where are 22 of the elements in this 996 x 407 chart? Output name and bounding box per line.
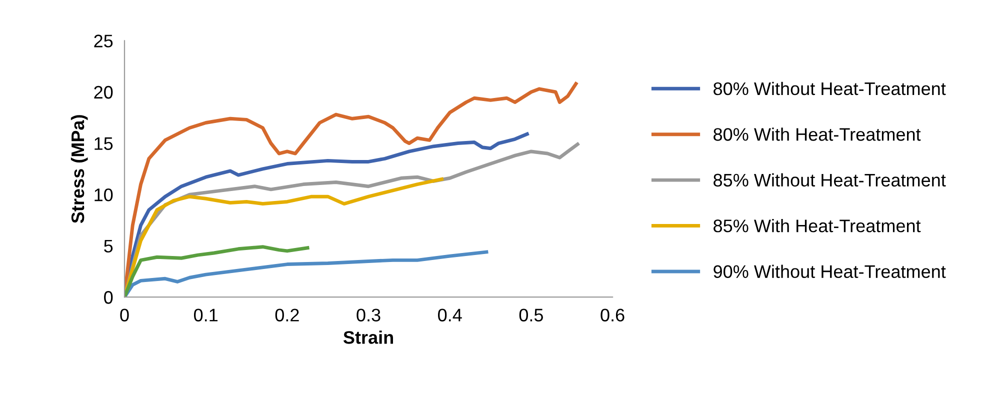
legend-label: 85% Without Heat-Treatment bbox=[714, 173, 946, 187]
x-tick-label: 0.6 bbox=[600, 308, 624, 322]
x-tick-label: 0 bbox=[120, 308, 129, 322]
x-tick-label: 0.4 bbox=[438, 308, 462, 322]
x-tick-label: 0.2 bbox=[275, 308, 299, 322]
y-tick-label: 25 bbox=[94, 34, 113, 48]
legend-label: 80% With Heat-Treatment bbox=[714, 128, 921, 141]
y-axis-title: Stress (MPa) bbox=[70, 115, 88, 224]
y-tick-label: 10 bbox=[94, 188, 113, 202]
legend-label: 80% Without Heat-Treatment bbox=[714, 82, 946, 96]
legend-label: 90% Without Heat-Treatment bbox=[714, 264, 946, 278]
y-tick-label: 15 bbox=[94, 137, 113, 150]
x-axis-title: Strain bbox=[343, 330, 393, 344]
x-tick-label: 0.3 bbox=[356, 308, 380, 322]
x-tick-label: 0.1 bbox=[194, 308, 218, 322]
legend-label: 85% With Heat-Treatment bbox=[714, 219, 921, 232]
y-tick-label: 20 bbox=[94, 86, 113, 99]
line-series bbox=[124, 250, 488, 298]
line-series bbox=[124, 245, 310, 298]
y-tick-label: 5 bbox=[104, 240, 113, 253]
x-tick-label: 0.5 bbox=[519, 308, 543, 322]
y-tick-label: 0 bbox=[104, 291, 113, 304]
